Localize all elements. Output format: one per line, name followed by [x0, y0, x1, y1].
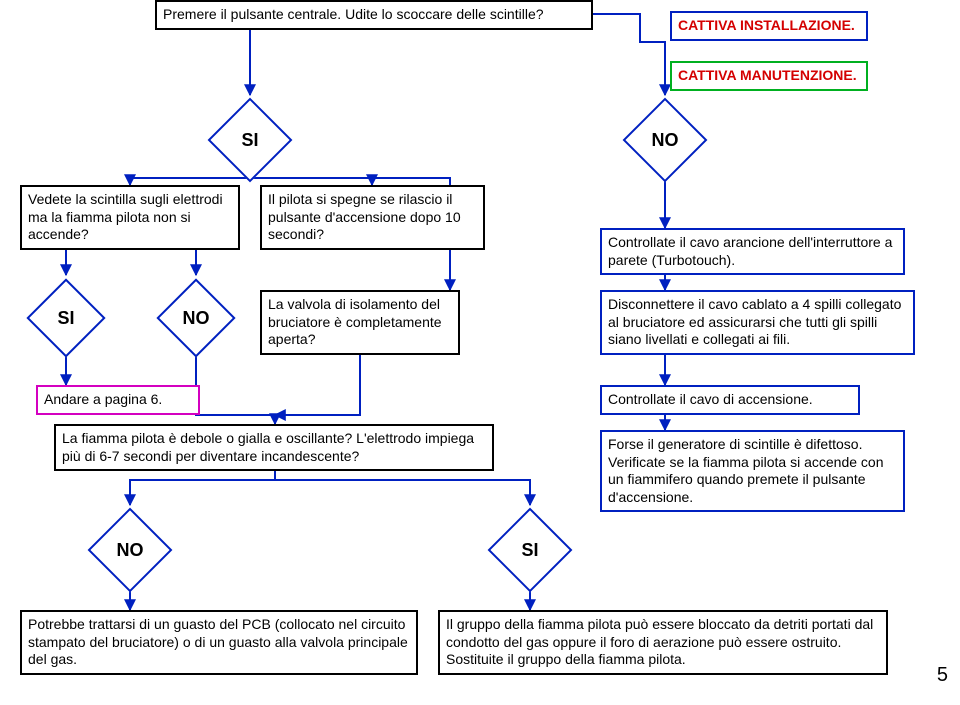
diamond-no-1-label: NO [652, 130, 679, 151]
arrow-12 [196, 348, 275, 424]
diamond-si-3: SI [500, 520, 560, 580]
box-debris: Il gruppo della fiamma pilota può essere… [438, 610, 888, 675]
box-bad-install: CATTIVA INSTALLAZIONE. [670, 11, 868, 41]
box-4pin-cable: Disconnettere il cavo cablato a 4 spilli… [600, 290, 915, 355]
box-orange-cable: Controllate il cavo arancione dell'inter… [600, 228, 905, 275]
box-pcb-fault: Potrebbe trattarsi di un guasto del PCB … [20, 610, 418, 675]
box-valve-question: La valvola di isolamento del bruciatore … [260, 290, 460, 355]
box-spark-question: Vedete la scintilla sugli elettrodi ma l… [20, 185, 240, 250]
box-top-question: Premere il pulsante centrale. Udite lo s… [155, 0, 593, 30]
diamond-si-3-label: SI [521, 540, 538, 561]
box-weak-flame-question: La fiamma pilota è debole o gialla e osc… [54, 424, 494, 471]
diamond-no-2: NO [168, 290, 224, 346]
page-number: 5 [937, 664, 948, 687]
diamond-no-1: NO [635, 110, 695, 170]
arrow-3 [250, 173, 372, 185]
diamond-no-2-label: NO [183, 308, 210, 329]
box-match-test: Forse il generatore di scintille è difet… [600, 430, 905, 512]
diamond-si-2-label: SI [57, 308, 74, 329]
diamond-no-3: NO [100, 520, 160, 580]
arrow-1 [593, 14, 665, 95]
diamond-si-1: SI [220, 110, 280, 170]
box-turns-off-question: Il pilota si spegne se rilascio il pulsa… [260, 185, 485, 250]
diamond-si-2: SI [38, 290, 94, 346]
arrow-14 [130, 466, 275, 505]
box-bad-maintenance: CATTIVA MANUTENZIONE. [670, 61, 868, 91]
box-goto-page6: Andare a pagina 6. [36, 385, 200, 415]
arrow-15 [275, 466, 530, 505]
diamond-si-1-label: SI [241, 130, 258, 151]
box-ignition-cable: Controllate il cavo di accensione. [600, 385, 860, 415]
arrow-2 [130, 173, 250, 185]
arrow-13 [275, 352, 360, 415]
diamond-no-3-label: NO [117, 540, 144, 561]
